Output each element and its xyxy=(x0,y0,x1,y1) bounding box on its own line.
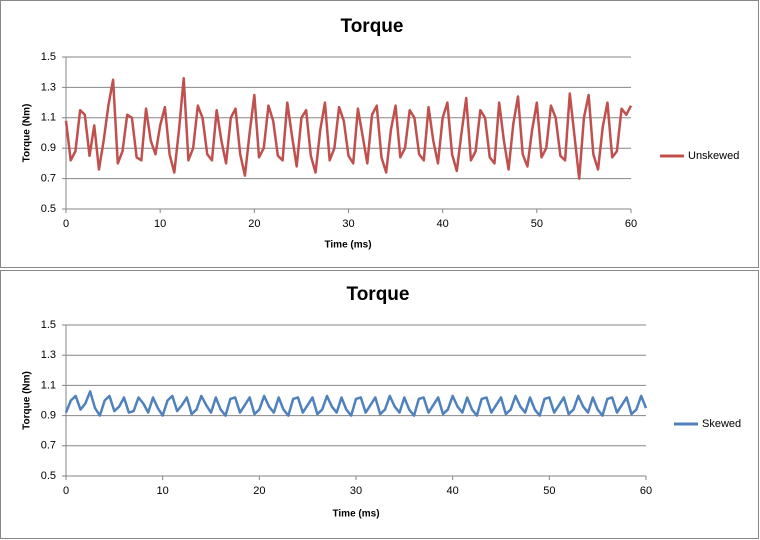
y-tick-label: 0.9 xyxy=(41,142,56,154)
chart-title: Torque xyxy=(341,16,404,37)
chart-title: Torque xyxy=(347,284,410,305)
x-axis-label: Time (ms) xyxy=(332,509,379,520)
x-tick-label: 60 xyxy=(640,485,652,497)
x-tick-label: 60 xyxy=(625,218,637,230)
y-tick-label: 1.5 xyxy=(41,51,56,63)
legend-label: Unskewed xyxy=(688,150,739,162)
y-tick-label: 1.5 xyxy=(41,319,56,331)
y-axis-label: Torque (Nm) xyxy=(22,371,33,430)
x-tick-label: 50 xyxy=(531,218,543,230)
x-tick-label: 10 xyxy=(154,218,166,230)
series-line xyxy=(64,390,648,417)
y-tick-label: 0.7 xyxy=(41,440,56,452)
x-tick-label: 0 xyxy=(63,218,69,230)
y-tick-label: 1.3 xyxy=(41,81,56,93)
x-tick-label: 40 xyxy=(447,485,459,497)
x-tick-label: 10 xyxy=(157,485,169,497)
x-tick-label: 30 xyxy=(350,485,362,497)
x-tick-label: 30 xyxy=(342,218,354,230)
y-axis-label: Torque (Nm) xyxy=(22,104,33,163)
y-tick-label: 1.3 xyxy=(41,349,56,361)
y-tick-label: 0.5 xyxy=(41,203,56,215)
series-line xyxy=(64,77,633,180)
legend-label: Skewed xyxy=(702,418,741,430)
y-tick-label: 0.9 xyxy=(41,410,56,422)
x-tick-label: 40 xyxy=(437,218,449,230)
y-tick-label: 0.5 xyxy=(41,470,56,482)
x-tick-label: 50 xyxy=(543,485,555,497)
x-tick-label: 20 xyxy=(253,485,265,497)
x-axis-label: Time (ms) xyxy=(324,240,371,251)
x-tick-label: 20 xyxy=(248,218,260,230)
y-tick-label: 0.7 xyxy=(41,173,56,185)
y-tick-label: 1.1 xyxy=(41,112,56,124)
x-tick-label: 0 xyxy=(63,485,69,497)
y-tick-label: 1.1 xyxy=(41,379,56,391)
